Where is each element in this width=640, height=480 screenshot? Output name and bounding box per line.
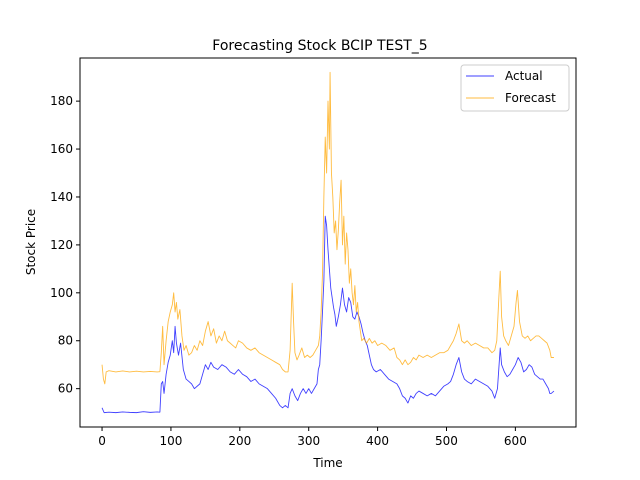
y-tick-label: 120 — [50, 238, 73, 252]
x-axis: 0 100 200 300 400 500 600 — [98, 427, 527, 448]
x-tick-label: 0 — [98, 434, 106, 448]
series-line-forecast — [101, 71, 554, 385]
legend-label-actual: Actual — [505, 69, 543, 83]
y-tick-label: 180 — [50, 94, 73, 108]
x-tick-label: 400 — [366, 434, 389, 448]
x-tick-label: 200 — [228, 434, 251, 448]
series-line-actual — [101, 215, 555, 414]
y-tick-label: 100 — [50, 286, 73, 300]
y-tick-label: 80 — [58, 334, 73, 348]
plot-frame — [79, 57, 577, 428]
x-tick-label: 100 — [159, 434, 182, 448]
y-tick-label: 160 — [50, 142, 73, 156]
series-layer — [101, 71, 555, 414]
y-axis: 60 80 100 120 140 160 180 — [50, 94, 80, 396]
legend-label-forecast: Forecast — [505, 91, 556, 105]
x-tick-label: 500 — [435, 434, 458, 448]
x-tick-label: 600 — [504, 434, 527, 448]
chart-title: Forecasting Stock BCIP TEST_5 — [212, 38, 427, 54]
x-axis-label: Time — [312, 456, 342, 470]
x-tick-label: 300 — [297, 434, 320, 448]
legend: Actual Forecast — [460, 64, 570, 112]
y-axis-label: Stock Price — [24, 209, 38, 275]
y-tick-label: 140 — [50, 190, 73, 204]
y-tick-label: 60 — [58, 382, 73, 396]
